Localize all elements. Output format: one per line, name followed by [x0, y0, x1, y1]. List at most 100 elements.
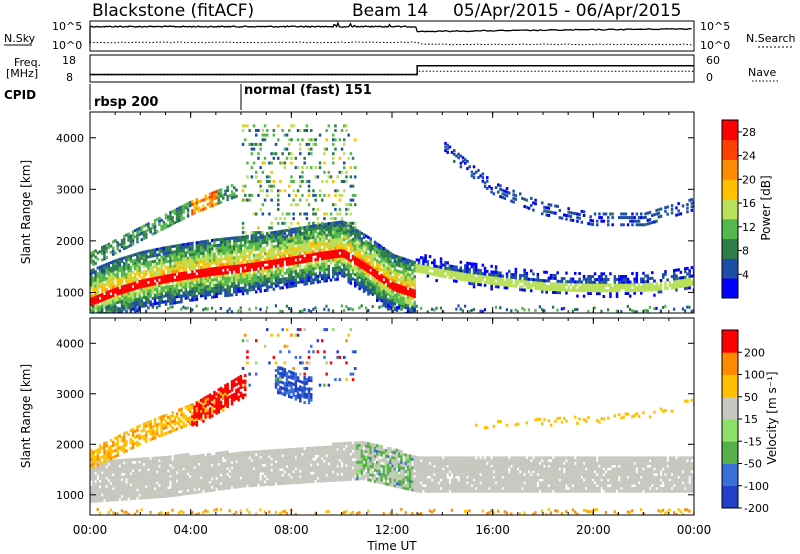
power-cell	[325, 242, 328, 246]
velocity-cell	[92, 499, 95, 503]
power-cell	[290, 203, 293, 207]
power-cell	[134, 278, 137, 282]
power-cell	[149, 266, 152, 270]
power-cell	[323, 307, 326, 311]
power-cell	[270, 259, 273, 263]
velocity-cell	[90, 472, 93, 476]
power-cell	[523, 288, 526, 292]
velocity-cell	[136, 474, 139, 478]
power-cell	[134, 261, 137, 265]
power-cell	[398, 284, 401, 288]
power-cell	[193, 255, 196, 259]
power-cell	[241, 252, 245, 256]
power-cell	[635, 280, 639, 284]
power-cell	[640, 291, 643, 295]
power-cell	[266, 286, 269, 289]
power-cell	[358, 236, 361, 240]
power-cell	[290, 161, 293, 165]
power-cell	[338, 257, 342, 261]
power-cell	[241, 269, 245, 273]
power-cell	[277, 272, 280, 276]
power-cell	[274, 264, 278, 268]
power-cell	[294, 261, 298, 265]
power-cell	[204, 279, 207, 283]
velocity-cell	[145, 473, 148, 477]
power-cell	[404, 300, 408, 304]
velocity-cell	[116, 447, 119, 451]
velocity-cell	[151, 479, 155, 483]
power-cell	[477, 271, 480, 275]
power-cell	[411, 277, 414, 281]
velocity-cell	[131, 477, 135, 481]
power-cell	[250, 193, 254, 197]
power-cell	[116, 269, 119, 273]
power-cell	[382, 264, 386, 267]
power-cell	[629, 294, 632, 298]
power-cell	[316, 207, 320, 211]
power-cell	[618, 216, 621, 220]
power-cell	[402, 305, 405, 309]
power-cell	[259, 255, 262, 259]
power-cell	[439, 263, 443, 266]
power-cell	[255, 236, 258, 240]
power-cell	[255, 262, 258, 265]
power-cell	[310, 278, 313, 282]
power-cell	[246, 254, 249, 258]
power-cell	[277, 203, 280, 207]
power-cell	[222, 257, 225, 261]
power-cell	[413, 269, 416, 273]
power-cell	[92, 288, 95, 292]
power-cell	[299, 274, 302, 278]
power-cell	[351, 184, 355, 188]
velocity-cell	[105, 453, 108, 457]
power-cell	[629, 286, 632, 290]
velocity-cell	[142, 474, 146, 478]
power-cell	[391, 301, 394, 305]
power-cell	[151, 288, 155, 292]
velocity-cell	[153, 478, 157, 482]
power-cell	[589, 292, 592, 295]
velocity-cell	[153, 476, 157, 480]
power-cell	[114, 259, 117, 263]
velocity-cell	[120, 475, 124, 479]
power-cell	[92, 282, 95, 286]
power-cell	[310, 273, 313, 277]
power-cell	[376, 279, 379, 283]
power-cell	[591, 219, 595, 223]
velocity-cell	[94, 499, 97, 503]
power-cell	[609, 272, 612, 276]
power-cell	[252, 142, 256, 146]
power-cell	[224, 262, 227, 266]
power-cell	[633, 280, 636, 284]
power-cell	[105, 243, 108, 247]
power-cell	[189, 256, 192, 260]
power-cell	[398, 255, 401, 259]
power-cell	[279, 244, 282, 248]
power-cell	[349, 230, 353, 234]
power-cell	[325, 273, 328, 277]
velocity-cell	[158, 456, 161, 460]
power-cell	[347, 229, 350, 233]
velocity-cell	[125, 491, 128, 495]
velocity-cell	[167, 431, 170, 435]
power-cell	[184, 288, 188, 292]
velocity-cell	[127, 483, 130, 487]
power-cell	[494, 268, 498, 272]
power-cell	[534, 202, 537, 206]
power-cell	[393, 285, 397, 289]
power-cell	[367, 255, 370, 259]
power-cell	[270, 231, 273, 235]
power-cell	[323, 242, 326, 246]
power-cell	[204, 239, 207, 243]
power-cell	[272, 239, 276, 243]
velocity-cell	[118, 481, 122, 485]
power-cell	[552, 305, 555, 309]
power-cell	[444, 145, 447, 149]
power-cell	[175, 289, 179, 293]
power-cell	[563, 282, 566, 286]
power-cell	[180, 288, 183, 292]
power-cell	[442, 263, 445, 267]
power-cell	[345, 233, 348, 237]
power-cell	[362, 270, 366, 274]
power-cell	[343, 238, 346, 242]
